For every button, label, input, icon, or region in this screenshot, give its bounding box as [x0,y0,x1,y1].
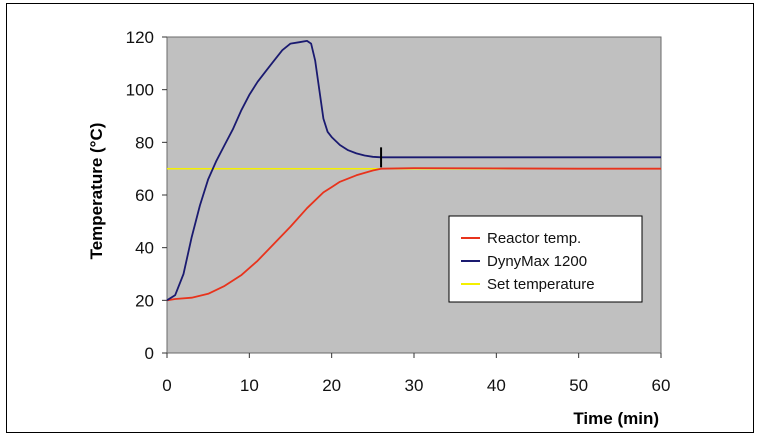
series-layer [166,40,661,302]
y-tick-label: 60 [135,186,154,205]
legend: Reactor temp. DynyMax 1200 Set temperature [448,215,643,303]
x-axis-title: Time (min) [573,409,659,428]
x-tick-label: 60 [652,376,671,395]
legend-label: Set temperature [487,276,595,293]
x-tick-label: 20 [322,376,341,395]
y-tick-label: 40 [135,239,154,258]
x-tick-label: 10 [240,376,259,395]
y-tick-label: 120 [126,28,154,47]
legend-label: Reactor temp. [487,230,581,247]
series-line-1 [166,40,661,302]
series-line-0 [166,167,661,302]
legend-box [448,215,643,303]
legend-label: DynyMax 1200 [487,253,587,270]
x-tick-label: 40 [487,376,506,395]
x-tick-label: 50 [569,376,588,395]
y-tick-label: 100 [126,81,154,100]
y-tick-label: 20 [135,291,154,310]
y-axis-title: Temperature (°C) [87,123,106,260]
x-tick-label: 0 [162,376,171,395]
y-tick-label: 80 [135,133,154,152]
x-tick-label: 30 [405,376,424,395]
x-axis-ticks: 0 10 20 30 40 50 60 [162,353,670,395]
y-axis-ticks: 0 20 40 60 80 100 120 [126,28,167,363]
plot-area [166,36,662,354]
y-tick-label: 0 [145,344,154,363]
